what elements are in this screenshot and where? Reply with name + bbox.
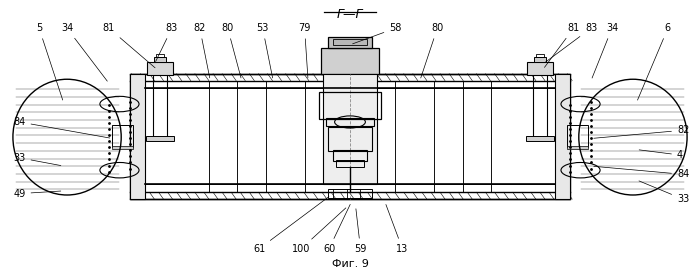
- Bar: [326, 118, 374, 126]
- Text: 33: 33: [13, 153, 61, 166]
- Bar: [333, 150, 367, 161]
- Bar: [526, 136, 554, 141]
- Text: 13: 13: [386, 204, 409, 254]
- Bar: [113, 146, 134, 149]
- Bar: [566, 125, 587, 147]
- Text: 60: 60: [323, 204, 350, 254]
- Bar: [153, 74, 167, 138]
- Text: 81: 81: [103, 23, 155, 68]
- Text: 33: 33: [639, 181, 690, 204]
- Bar: [332, 39, 368, 45]
- Text: 84: 84: [13, 117, 110, 138]
- Text: 81: 81: [545, 23, 580, 67]
- Text: 5: 5: [36, 23, 63, 100]
- Bar: [148, 62, 173, 75]
- Bar: [533, 74, 547, 138]
- Bar: [323, 74, 377, 184]
- Text: 79: 79: [298, 23, 311, 78]
- Text: 82: 82: [194, 23, 210, 78]
- Text: 100: 100: [292, 208, 346, 254]
- Text: 84: 84: [594, 166, 690, 179]
- Bar: [536, 54, 544, 57]
- Bar: [328, 189, 372, 198]
- Text: 61: 61: [253, 197, 329, 254]
- Text: Г—Г: Г—Г: [337, 7, 363, 20]
- Text: 4: 4: [639, 150, 683, 160]
- Bar: [336, 160, 364, 167]
- Bar: [130, 74, 570, 199]
- Text: 34: 34: [61, 23, 107, 81]
- Text: 59: 59: [354, 209, 367, 254]
- Text: 6: 6: [638, 23, 671, 100]
- Text: 82: 82: [594, 125, 690, 138]
- Bar: [155, 57, 166, 62]
- Text: 53: 53: [256, 23, 272, 78]
- Bar: [113, 125, 134, 147]
- Bar: [554, 74, 570, 199]
- Text: 83: 83: [545, 23, 597, 62]
- Text: 80: 80: [222, 23, 241, 78]
- Bar: [156, 54, 164, 57]
- Text: 34: 34: [592, 23, 618, 78]
- Text: 83: 83: [155, 23, 178, 61]
- Bar: [328, 127, 372, 151]
- Text: Фиг. 9: Фиг. 9: [332, 260, 368, 270]
- Text: 58: 58: [353, 23, 402, 44]
- Bar: [328, 37, 372, 48]
- Bar: [321, 48, 379, 74]
- Text: 49: 49: [13, 189, 61, 199]
- Bar: [130, 74, 146, 199]
- Bar: [534, 57, 545, 62]
- Bar: [146, 136, 174, 141]
- Bar: [566, 146, 587, 149]
- Bar: [527, 62, 552, 75]
- Text: 80: 80: [421, 23, 444, 78]
- Bar: [318, 92, 382, 119]
